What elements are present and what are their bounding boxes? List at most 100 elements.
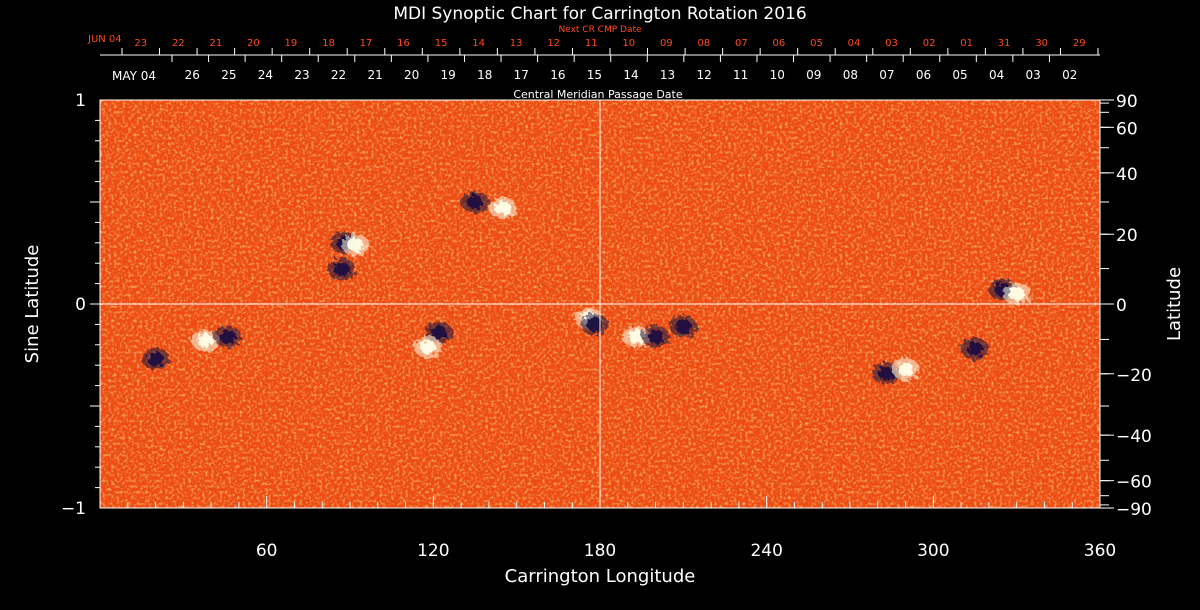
- x-tick-label: 180: [584, 541, 616, 561]
- cmp-date: 22: [331, 68, 346, 82]
- next-cr-date: 13: [510, 38, 523, 49]
- active-region-positive: [897, 362, 914, 377]
- next-cr-date: 03: [885, 38, 898, 49]
- next-cr-date: 14: [472, 38, 485, 49]
- next-cr-date: 11: [585, 38, 598, 49]
- next-cr-date: 16: [397, 38, 410, 49]
- cmp-date: 10: [770, 68, 785, 82]
- chart-title: MDI Synoptic Chart for Carrington Rotati…: [393, 4, 806, 24]
- next-cr-date: 20: [247, 38, 260, 49]
- x-tick-label: 120: [417, 541, 449, 561]
- next-cr-date: 17: [360, 38, 373, 49]
- cmp-date: 20: [404, 68, 419, 82]
- next-cr-date: 09: [660, 38, 673, 49]
- active-regions: [141, 191, 1031, 385]
- next-cr-date: 23: [134, 38, 147, 49]
- cmp-date: 26: [185, 68, 200, 82]
- x-tick-label: 360: [1084, 541, 1116, 561]
- cmp-date: 09: [806, 68, 821, 82]
- x-tick-label: 300: [917, 541, 949, 561]
- cmp-axis-label: Central Meridian Passage Date: [513, 88, 682, 101]
- active-region-negative: [647, 329, 664, 344]
- active-region-negative: [586, 317, 603, 332]
- next-cr-date: 30: [1035, 38, 1048, 49]
- cmp-date: 12: [696, 68, 711, 82]
- next-cr-date: 04: [848, 38, 861, 49]
- cmp-date: 21: [367, 68, 382, 82]
- active-region-positive: [1008, 286, 1025, 301]
- next-cr-month-label: JUN 04: [87, 34, 122, 45]
- cmp-month-label: MAY 04: [112, 69, 156, 83]
- next-cr-date: 05: [810, 38, 823, 49]
- active-region-positive: [197, 333, 214, 348]
- cmp-date: 11: [733, 68, 748, 82]
- next-cr-date: 10: [622, 38, 635, 49]
- x-axis-title: Carrington Longitude: [505, 566, 696, 587]
- active-region-negative: [333, 262, 350, 277]
- active-region-negative: [878, 366, 895, 381]
- y-left-tick-label: 1: [75, 91, 86, 111]
- cmp-date: 24: [258, 68, 273, 82]
- y-right-tick-label: 90: [1116, 92, 1138, 112]
- next-cr-date: 01: [960, 38, 973, 49]
- cmp-date: 23: [294, 68, 309, 82]
- y-axis-right: 90 60 40 20 0 −20 −40 −60 −90: [1100, 92, 1152, 520]
- next-cr-axis-label: Next CR CMP Date: [558, 25, 642, 35]
- active-region-negative: [430, 325, 447, 340]
- y-axis-right-title: Latitude: [1164, 267, 1185, 341]
- y-right-tick-label: −20: [1116, 366, 1152, 386]
- next-cr-date: 21: [209, 38, 222, 49]
- next-cr-date: 31: [998, 38, 1011, 49]
- active-region-positive: [419, 339, 436, 354]
- cmp-date: 07: [879, 68, 894, 82]
- active-region-negative: [467, 195, 483, 209]
- y-left-tick-label: −1: [61, 499, 86, 519]
- x-axis: 60 120 180 240 300 360: [127, 496, 1116, 561]
- active-region-negative: [147, 352, 164, 367]
- y-left-tick-label: 0: [75, 295, 86, 315]
- y-right-tick-label: 60: [1116, 119, 1138, 139]
- cmp-date: 19: [441, 68, 456, 82]
- y-right-tick-label: 20: [1116, 226, 1138, 246]
- next-cr-date: 29: [1073, 38, 1086, 49]
- cmp-dates: 26 25 24 23 22 21 20 19 18 17 16 15 14 13 12 11 10 09 08 07…: [171, 55, 1077, 82]
- active-region-negative: [967, 341, 983, 356]
- next-cr-date: 19: [285, 38, 298, 49]
- cmp-date: 03: [1026, 68, 1041, 82]
- y-right-tick-label: 0: [1116, 296, 1127, 316]
- cmp-date: 06: [916, 68, 931, 82]
- next-cr-date: 15: [435, 38, 448, 49]
- cmp-date: 17: [514, 68, 529, 82]
- cmp-date: 25: [221, 68, 236, 82]
- cmp-date: 13: [660, 68, 675, 82]
- active-region-positive: [494, 201, 511, 216]
- next-cr-date: 08: [697, 38, 710, 49]
- y-right-tick-label: 40: [1116, 165, 1138, 185]
- cmp-date: 04: [989, 68, 1004, 82]
- cmp-date: 02: [1062, 68, 1077, 82]
- active-region-negative: [219, 329, 236, 344]
- next-cr-date: 22: [172, 38, 185, 49]
- y-right-tick-label: −90: [1116, 500, 1152, 520]
- cmp-date: 16: [550, 68, 565, 82]
- y-axis-left: 1 0 −1: [61, 91, 100, 519]
- cmp-date: 18: [477, 68, 492, 82]
- x-tick-label: 60: [256, 541, 278, 561]
- cmp-date: 15: [587, 68, 602, 82]
- y-axis-left-title: Sine Latitude: [22, 245, 43, 364]
- cmp-date: 05: [952, 68, 967, 82]
- x-tick-label: 240: [750, 541, 782, 561]
- cmp-date: 08: [843, 68, 858, 82]
- active-region-negative: [675, 319, 692, 334]
- next-cr-dates: 23 22 21 20 19 18 17 16 15 14 13 12 11 10 09 08 07 06 05 04…: [121, 38, 1099, 55]
- cmp-date: 14: [623, 68, 638, 82]
- y-right-tick-label: −40: [1116, 427, 1152, 447]
- next-cr-date: 07: [735, 38, 748, 49]
- next-cr-date: 06: [773, 38, 786, 49]
- next-cr-date: 12: [547, 38, 560, 49]
- y-right-tick-label: −60: [1116, 473, 1152, 493]
- next-cr-date: 18: [322, 38, 335, 49]
- active-region-positive: [347, 237, 364, 252]
- active-region-positive: [628, 329, 645, 344]
